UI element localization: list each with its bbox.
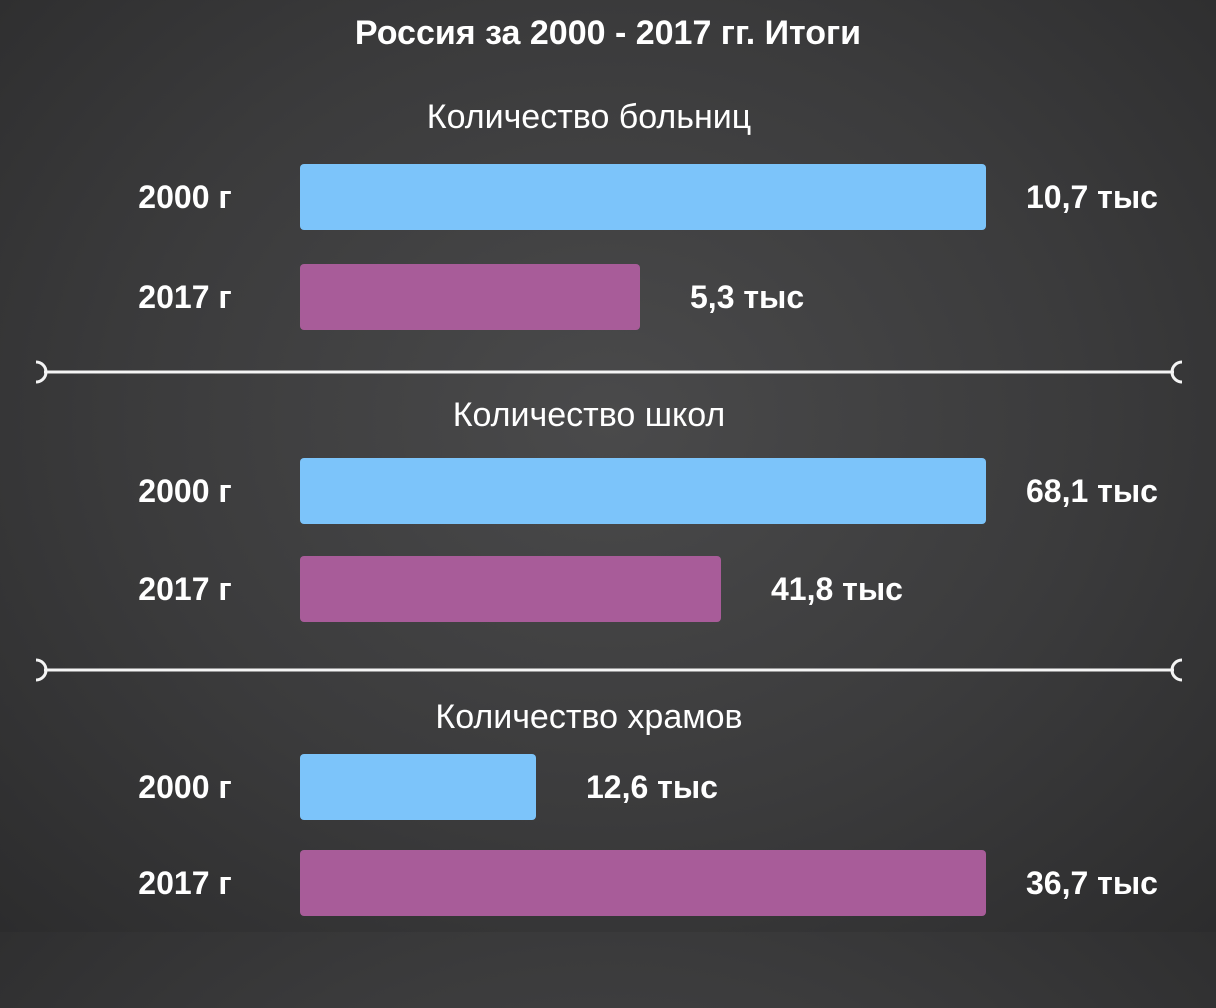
bar-row-2017: 2017 г 5,3 тыс: [0, 264, 1216, 330]
bar-2017: [300, 556, 721, 622]
chart-title: Количество храмов: [435, 698, 743, 736]
bar-2017: [300, 264, 640, 330]
bar-row-2017: 2017 г 36,7 тыс: [0, 850, 1216, 916]
category-label: 2017 г: [138, 865, 232, 901]
bar-2017: [300, 850, 986, 916]
temples-chart: Количество храмов 2000 г 12,6 тыс 2017 г…: [0, 698, 1216, 1008]
category-label: 2017 г: [138, 279, 232, 315]
bar-row-2017: 2017 г 41,8 тыс: [0, 556, 1216, 622]
value-label: 68,1 тыс: [1026, 473, 1158, 509]
bar-row-2000: 2000 г 68,1 тыс: [0, 458, 1216, 524]
value-label: 5,3 тыс: [690, 279, 805, 315]
value-label: 41,8 тыс: [771, 571, 903, 607]
bar-2000: [300, 164, 986, 230]
bar-row-2000: 2000 г 12,6 тыс: [0, 754, 1216, 820]
value-label: 12,6 тыс: [586, 769, 718, 805]
category-label: 2000 г: [138, 473, 232, 509]
value-label: 10,7 тыс: [1026, 179, 1158, 215]
category-label: 2000 г: [138, 769, 232, 805]
hospitals-chart: Количество больниц 2000 г 10,7 тыс 2017 …: [0, 98, 1216, 408]
bar-2000: [300, 458, 986, 524]
category-label: 2017 г: [138, 571, 232, 607]
category-label: 2000 г: [138, 179, 232, 215]
chart-title: Количество больниц: [426, 98, 752, 136]
page-title: Россия за 2000 - 2017 гг. Итоги: [354, 14, 862, 52]
chart-title: Количество школ: [452, 396, 726, 434]
value-label: 36,7 тыс: [1026, 865, 1158, 901]
bar-2000: [300, 754, 536, 820]
bar-row-2000: 2000 г 10,7 тыс: [0, 164, 1216, 230]
schools-chart: Количество школ 2000 г 68,1 тыс 2017 г 4…: [0, 396, 1216, 706]
